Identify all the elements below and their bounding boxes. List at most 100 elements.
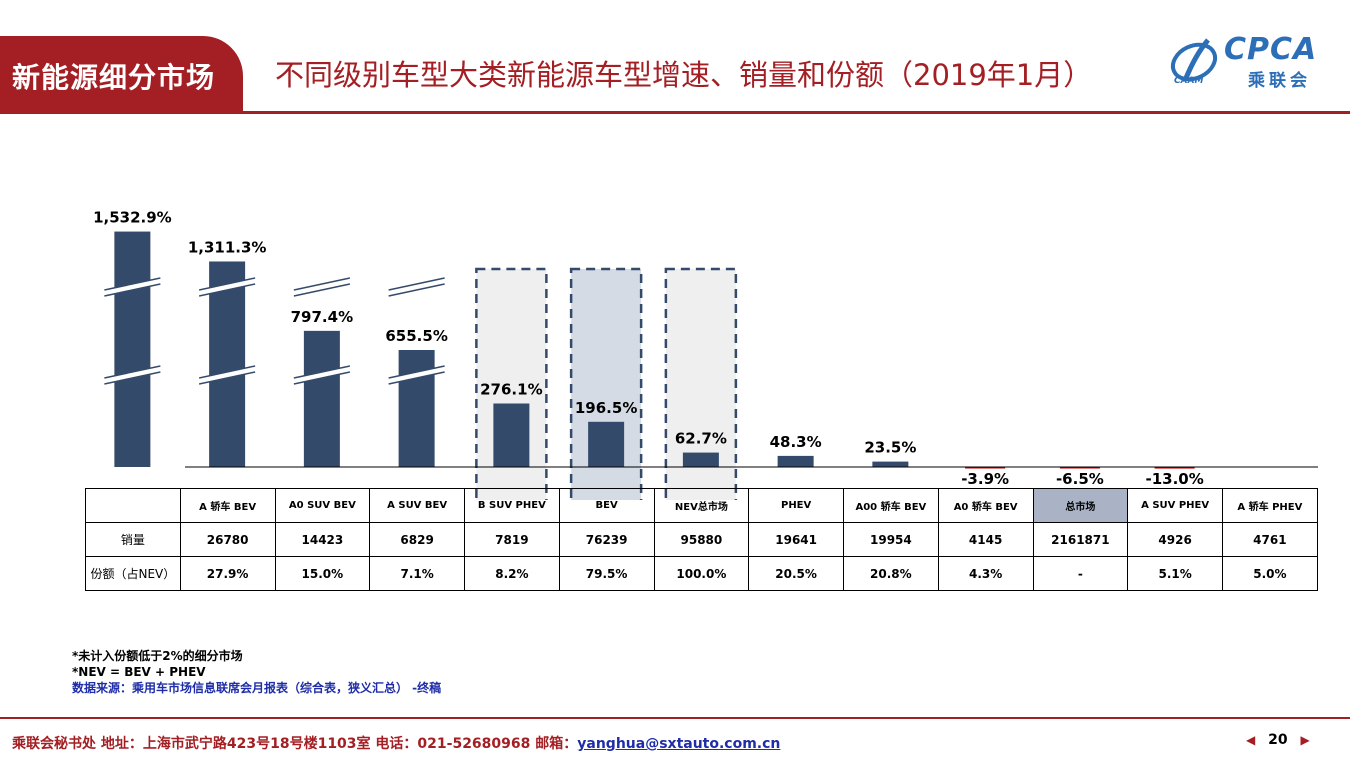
bar-negative xyxy=(965,467,1006,469)
bar xyxy=(682,452,719,467)
axis-break-mark xyxy=(104,371,161,385)
table-column-header: A SUV PHEV xyxy=(1127,488,1223,523)
footnote: *未计入份额低于2%的细分市场 xyxy=(72,649,243,663)
data-source: 数据来源：乘用车市场信息联席会月报表（综合表，狭义汇总） -终稿 xyxy=(72,681,442,695)
cpca-logo-emblem-icon xyxy=(1170,38,1218,82)
table-column-header: A0 轿车 BEV xyxy=(937,488,1034,523)
footer-text: 乘联会秘书处 地址：上海市武宁路423号18号楼1103室 电话：021-526… xyxy=(12,736,578,752)
table-column-header: A00 轿车 BEV xyxy=(843,488,939,523)
table-cell: 2161871 xyxy=(1032,522,1129,557)
table-column-header: A0 SUV BEV xyxy=(274,488,371,523)
data-label: 797.4% xyxy=(291,308,353,326)
table-cell: 7.1% xyxy=(369,556,465,591)
table-cell: 6829 xyxy=(369,522,465,557)
table-cell: - xyxy=(1032,556,1129,591)
page-navigation: ◀ 20 ▶ xyxy=(1246,732,1310,748)
table-cell: 15.0% xyxy=(274,556,371,591)
axis-break-mark xyxy=(104,277,161,291)
footer-email-link[interactable]: yanghua@sxtauto.com.cn xyxy=(577,736,781,752)
section-badge: 新能源细分市场 xyxy=(0,36,243,114)
axis-break-mark xyxy=(388,371,445,385)
table-cell: 100.0% xyxy=(653,556,750,591)
axis-break-mark xyxy=(293,371,351,385)
table-column-header: BEV xyxy=(558,488,655,523)
axis-break-gap xyxy=(293,366,351,384)
table-cell: 19641 xyxy=(748,522,844,557)
logo-small-text: CAAM xyxy=(1174,76,1204,86)
footnote: *NEV = BEV + PHEV xyxy=(72,665,206,679)
bar xyxy=(114,231,151,467)
growth-bar-chart: 1,532.9% 1,311.3% 797.4% 655.5% 276.1% 196.5%… xyxy=(93,209,1318,500)
bar xyxy=(872,461,909,467)
table-column-header: PHEV xyxy=(748,488,844,523)
data-label: -13.0% xyxy=(1145,470,1203,488)
table-cell: 4761 xyxy=(1222,522,1318,557)
axis-break-mark xyxy=(198,277,256,291)
page-number: 20 xyxy=(1268,732,1288,748)
table-row: 销量 26780 14423 6829 7819 76239 95880 19641 19954… xyxy=(85,522,1318,557)
table-row-label: 销量 xyxy=(85,522,181,557)
table-column-header: A 轿车 PHEV xyxy=(1222,488,1318,523)
prev-page-icon[interactable]: ◀ xyxy=(1246,733,1256,747)
table-cell: 20.8% xyxy=(843,556,939,591)
table-column-header: NEV总市场 xyxy=(653,488,750,523)
logo-chinese-text: 乘联会 xyxy=(1248,71,1311,91)
axis-break-gap xyxy=(387,366,446,384)
table-cell: 5.1% xyxy=(1127,556,1223,591)
data-label: 1,532.9% xyxy=(93,209,172,227)
next-page-icon[interactable]: ▶ xyxy=(1300,733,1310,747)
logo-text: CPCA xyxy=(1224,32,1318,67)
bar xyxy=(777,455,814,467)
axis-break-mark xyxy=(198,371,256,385)
data-label: 276.1% xyxy=(480,380,542,398)
table-cell: 7819 xyxy=(464,522,560,557)
data-label: -6.5% xyxy=(1056,470,1104,488)
table-column-header: 总市场 xyxy=(1032,488,1129,523)
axis-break-mark xyxy=(198,283,256,297)
axis-break-mark xyxy=(388,277,445,291)
table-cell: 4926 xyxy=(1127,522,1223,557)
axis-break-mark xyxy=(388,365,445,379)
bar xyxy=(303,330,340,467)
table-cell: 5.0% xyxy=(1222,556,1318,591)
data-label: 196.5% xyxy=(575,399,637,417)
footnotes: *未计入份额低于2%的细分市场 *NEV = BEV + PHEV 数据来源：乘… xyxy=(72,648,441,696)
axis-break-mark xyxy=(293,365,351,379)
table-corner-cell xyxy=(85,488,181,523)
footer-contact: 乘联会秘书处 地址：上海市武宁路423号18号楼1103室 电话：021-526… xyxy=(12,733,780,753)
table-column-header: B SUV PHEV xyxy=(464,488,560,523)
axis-break-gap xyxy=(293,278,351,296)
axis-break-mark xyxy=(104,283,161,297)
data-label: 23.5% xyxy=(864,439,916,457)
table-cell: 95880 xyxy=(653,522,750,557)
header-divider xyxy=(243,111,1350,114)
axis-break-mark xyxy=(104,365,161,379)
axis-break-gap xyxy=(103,278,162,296)
data-label: 48.3% xyxy=(770,433,822,451)
bar-negative xyxy=(1154,467,1195,469)
footer-divider xyxy=(0,717,1350,719)
section-badge-label: 新能源细分市场 xyxy=(12,61,216,94)
bar xyxy=(209,261,246,467)
axis-break-mark xyxy=(198,365,256,379)
data-label: 1,311.3% xyxy=(188,238,267,256)
table-cell: 26780 xyxy=(179,522,276,557)
table-cell: 8.2% xyxy=(464,556,560,591)
table-cell: 76239 xyxy=(558,522,655,557)
bar-negative xyxy=(1059,467,1100,469)
data-label: -3.9% xyxy=(961,470,1009,488)
table-column-header: A SUV BEV xyxy=(369,488,465,523)
table-row: 份额（占NEV） 27.9% 15.0% 7.1% 8.2% 79.5% 100.0% 20.… xyxy=(85,556,1318,591)
table-cell: 20.5% xyxy=(748,556,844,591)
axis-break-gap xyxy=(387,278,446,296)
table-cell: 19954 xyxy=(843,522,939,557)
axis-break-gap xyxy=(198,278,256,296)
bar xyxy=(398,350,435,467)
axis-break-mark xyxy=(293,283,351,297)
table-cell: 14423 xyxy=(274,522,371,557)
cpca-logo: CPCA 乘联会 CAAM xyxy=(1168,30,1343,92)
table-column-header: A 轿车 BEV xyxy=(179,488,276,523)
axis-break-mark xyxy=(388,283,445,297)
sales-share-table: A 轿车 BEV A0 SUV BEV A SUV BEV B SUV PHEV BEV… xyxy=(85,488,1318,591)
table-cell: 27.9% xyxy=(179,556,276,591)
